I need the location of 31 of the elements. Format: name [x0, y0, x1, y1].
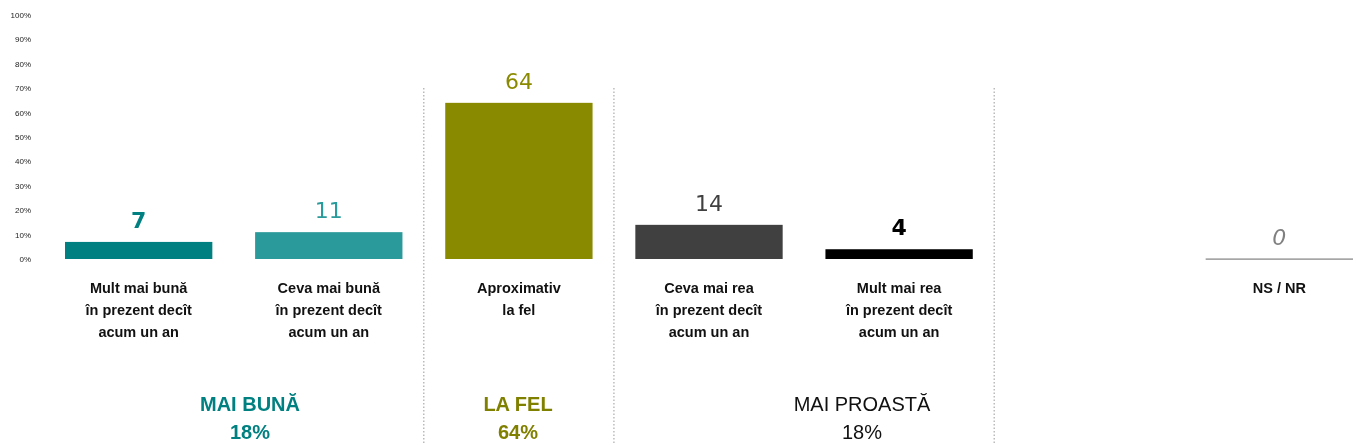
data-label: 14 [695, 190, 723, 216]
data-label: 64 [504, 68, 533, 94]
x-tick-label: Ceva mai bună în prezent decît acum un an [274, 280, 383, 340]
y-tick-label: 90% [14, 35, 31, 45]
y-tick-label: 60% [14, 108, 31, 118]
bar [445, 102, 593, 259]
y-tick-label: 50% [14, 133, 31, 143]
y-tick-label: 30% [14, 181, 31, 191]
x-tick-label: Mult mai rea în prezent decît acum un an [844, 280, 953, 340]
x-tick-label: Mult mai bună în prezent decît acum un an [84, 280, 193, 340]
y-tick-label: 80% [14, 59, 31, 69]
y-tick-label: 20% [14, 206, 31, 216]
data-label: 4 [891, 215, 907, 241]
bar [65, 241, 213, 259]
data-label: 0 [1272, 225, 1287, 250]
y-tick-label: 0% [19, 255, 31, 265]
x-tick-label: Ceva mai rea în prezent decît acum un an [654, 280, 763, 340]
bar [255, 232, 403, 259]
x-tick-label: Aproximativ la fel [476, 280, 561, 318]
x-tick-label: NS / NR [1252, 280, 1307, 296]
text: LA FEL 64% [483, 393, 553, 443]
bar [635, 224, 783, 259]
text: MAI BUNĂ 18% [200, 393, 300, 443]
data-label: 11 [314, 198, 343, 224]
text: MAI PROASTĂ 18% [793, 393, 931, 443]
y-tick-label: 40% [14, 157, 31, 167]
y-tick-label: 100% [10, 11, 31, 21]
data-label: 7 [131, 207, 147, 233]
bar [825, 249, 973, 259]
y-tick-label: 70% [14, 84, 31, 94]
y-tick-label: 10% [14, 230, 31, 240]
